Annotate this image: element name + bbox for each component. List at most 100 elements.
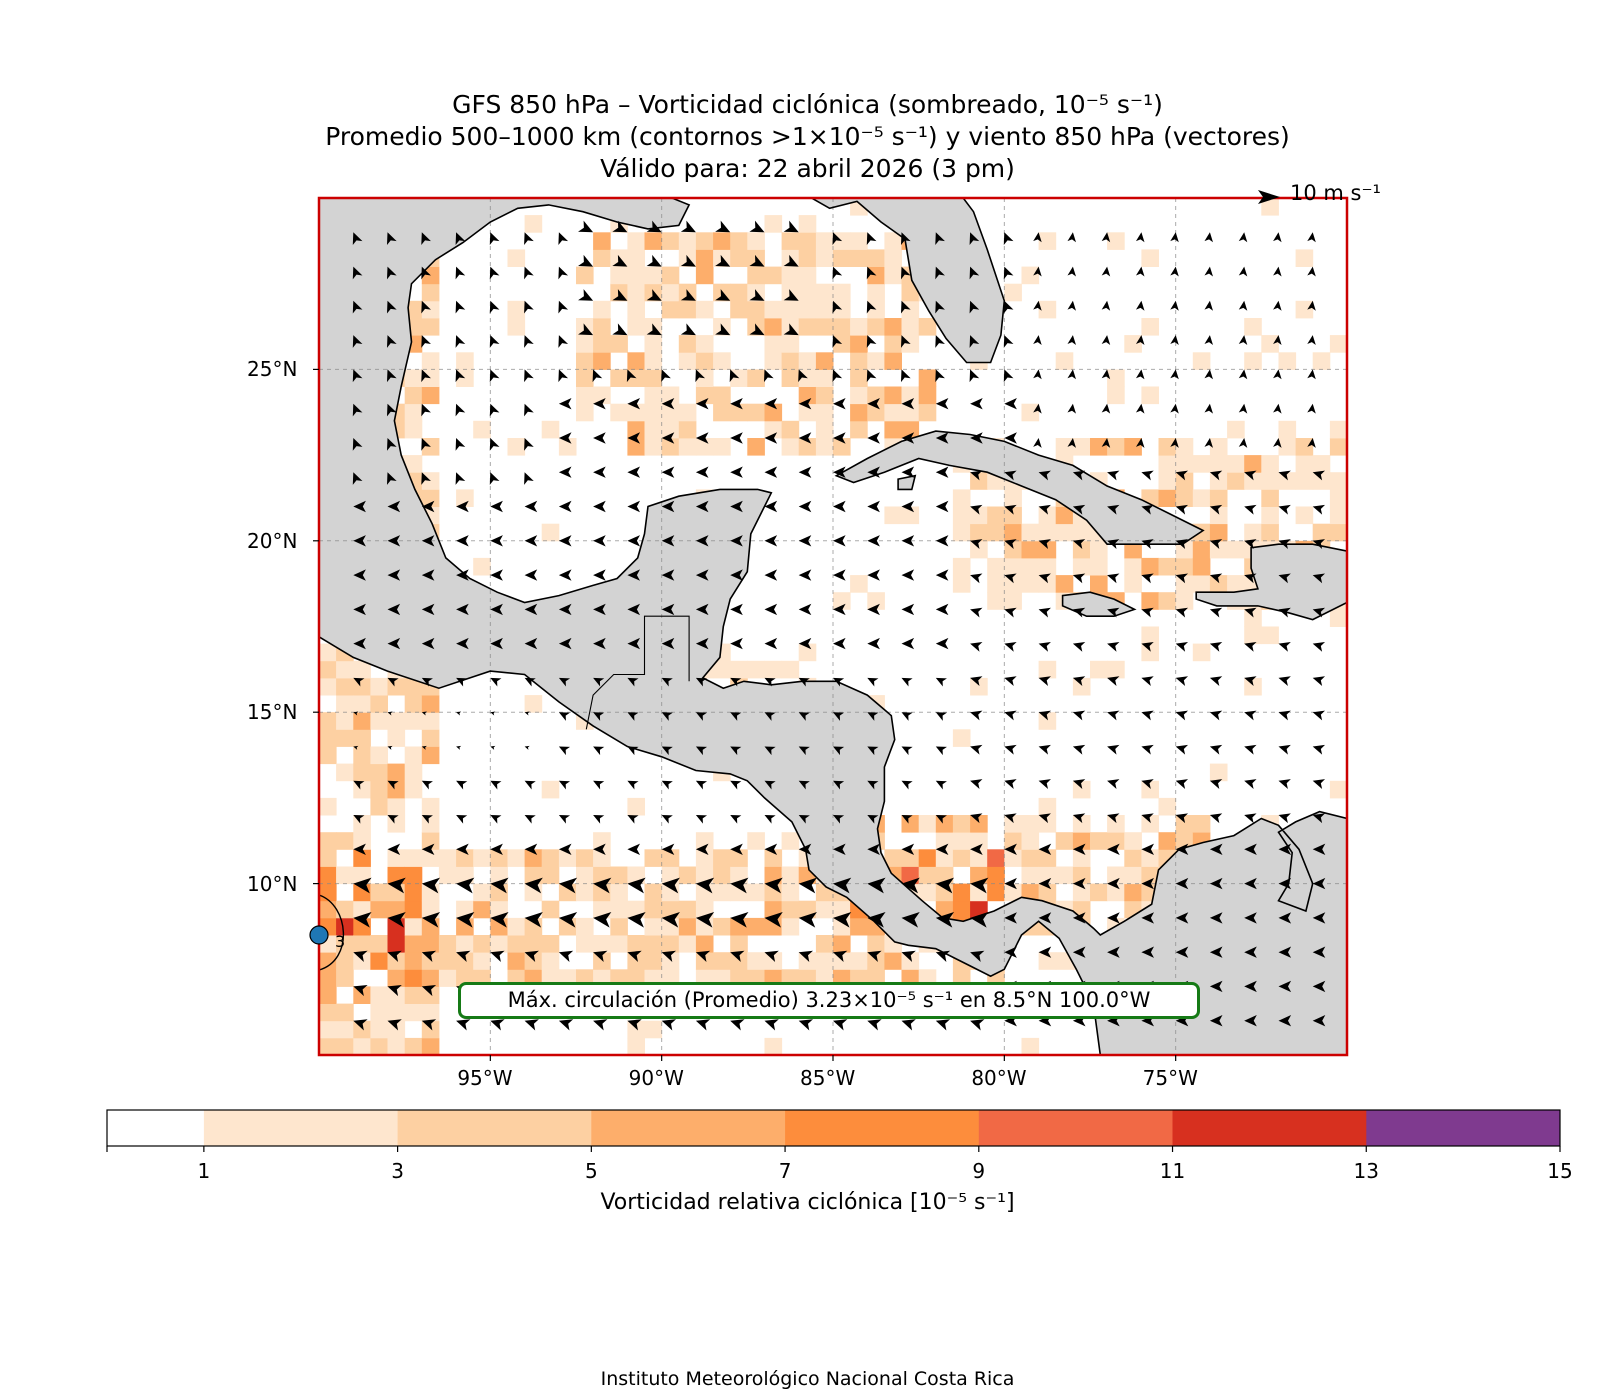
vorticity-cell (1175, 815, 1194, 833)
wind-vector-head (1307, 335, 1316, 346)
wind-vector (1107, 843, 1120, 855)
wind-vector (832, 300, 843, 314)
vorticity-cell (387, 952, 406, 970)
wind-vector-head (783, 254, 799, 267)
vorticity-cell (798, 352, 817, 370)
wind-vector-head (1170, 369, 1179, 380)
vorticity-cell (644, 935, 663, 953)
wind-vector (524, 403, 534, 417)
vorticity-cell (1244, 523, 1262, 542)
wind-vector-head (593, 712, 605, 721)
wind-vector (1072, 877, 1086, 890)
wind-vector-head (1170, 335, 1179, 346)
vorticity-cell (1261, 335, 1279, 353)
vorticity-cell (490, 849, 508, 867)
wind-vector-head (970, 573, 983, 584)
wind-vector (1244, 470, 1257, 481)
wind-vector-head (455, 403, 466, 417)
wind-vector-head (1038, 912, 1052, 924)
wind-vector (627, 843, 640, 855)
vorticity-cell (867, 352, 885, 370)
wind-vector (352, 472, 363, 485)
wind-vector (1004, 813, 1017, 824)
wind-vector (524, 637, 538, 650)
vorticity-cell (1175, 540, 1194, 559)
wind-vector (783, 220, 799, 233)
vorticity-cell (1021, 575, 1040, 593)
vorticity-cell (370, 695, 388, 713)
wind-vector (1170, 266, 1179, 277)
wind-vector (1238, 438, 1248, 448)
wind-vector (1238, 369, 1248, 380)
vorticity-cell (1158, 472, 1177, 490)
wind-vector (421, 232, 431, 246)
vorticity-cell (353, 832, 371, 850)
wind-vector-head (661, 569, 675, 581)
wind-vector-head (490, 637, 503, 650)
wind-vector (1033, 300, 1042, 311)
wind-vector-head (695, 466, 709, 478)
wind-vector-head (1141, 504, 1154, 515)
wind-vector (783, 323, 799, 336)
wind-vector-head (524, 877, 543, 894)
wind-vector-head (1072, 744, 1086, 755)
wind-vector (578, 323, 594, 336)
vorticity-cell (747, 660, 765, 679)
vorticity-cell (507, 917, 526, 936)
vorticity-cell (353, 986, 371, 1004)
vorticity-cell (850, 232, 868, 250)
vorticity-cell (867, 935, 885, 953)
wind-vector-head (866, 266, 877, 280)
wind-vector-head (456, 603, 469, 616)
colorbar (106, 1109, 1561, 1152)
wind-vector (421, 950, 437, 962)
wind-vector-head (1135, 300, 1145, 311)
vorticity-cell (1141, 643, 1159, 662)
wind-vector-head (1038, 946, 1052, 958)
wind-vector (1244, 676, 1257, 687)
vorticity-cell (1175, 455, 1194, 473)
wind-vector (798, 843, 812, 855)
vorticity-cell (593, 232, 611, 250)
wind-vector (524, 500, 538, 513)
vorticity-cell (918, 866, 937, 885)
wind-vector (730, 466, 743, 478)
wind-vector (1204, 300, 1213, 311)
wind-vector (730, 911, 749, 928)
wind-vector-head (764, 746, 776, 756)
wind-vector (593, 815, 605, 824)
wind-vector (833, 500, 846, 513)
wind-vector-head (798, 677, 810, 687)
vorticity-cell (1004, 849, 1022, 867)
wind-vector (1141, 607, 1154, 618)
vorticity-cell (918, 386, 937, 405)
vorticity-cell (781, 883, 800, 902)
vorticity-cell (970, 815, 988, 833)
wind-vector (867, 950, 882, 962)
wind-vector-head (1003, 335, 1014, 348)
wind-vector-head (1038, 744, 1051, 755)
vorticity-cell (867, 403, 885, 422)
wind-vector-head (490, 677, 502, 687)
vorticity-cell (336, 832, 354, 850)
vorticity-cell (884, 335, 902, 353)
wind-vector (1067, 266, 1076, 277)
wind-vector-head (935, 369, 945, 383)
wind-vector (730, 677, 742, 687)
wind-vector (421, 438, 431, 451)
wind-vector-head (558, 535, 572, 547)
vorticity-cell (1192, 643, 1211, 662)
wind-vector-head (558, 569, 572, 581)
vorticity-cell (1107, 883, 1125, 902)
wind-vector-head (1107, 539, 1120, 549)
wind-vector-head (969, 232, 980, 246)
vorticity-cell (695, 266, 714, 285)
wind-vector (1273, 403, 1282, 414)
wind-vector-head (524, 745, 530, 750)
wind-vector (867, 603, 880, 616)
vorticity-cell (319, 849, 337, 867)
wind-vector (386, 300, 397, 314)
vorticity-cell (1021, 557, 1040, 576)
wind-vector-head (695, 569, 709, 581)
wind-vector (1003, 232, 1014, 246)
